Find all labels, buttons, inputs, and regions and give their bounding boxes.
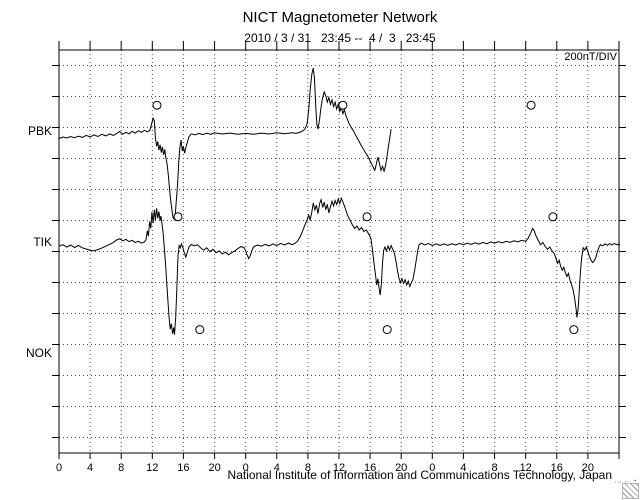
x-axis-tick-label: 0: [243, 462, 249, 474]
trace-pbk: [58, 67, 392, 221]
station-label-pbk: PBK: [28, 124, 52, 138]
x-axis-tick-label: 20: [208, 462, 220, 474]
noon-marker-circle: [362, 212, 372, 222]
page-title: NICT Magnetometer Network: [242, 9, 438, 26]
x-axis-tick-label: 12: [520, 462, 532, 474]
x-axis-tick-label: 8: [305, 462, 311, 474]
fine-print: ,,, ,.. ▪: [615, 478, 637, 484]
credit-text: National Institute of Information and Co…: [227, 468, 612, 482]
x-axis-tick-label: 0: [56, 462, 62, 474]
plot-generated-layers: 0 4 8 12 16 20 0 4 8 12 16 20 0 4 8 12 16 20: [52, 41, 626, 474]
noon-marker-circle: [173, 212, 183, 222]
noon-marker-circle: [338, 100, 348, 110]
x-axis-tick-label: 12: [146, 462, 158, 474]
noon-marker-circle: [152, 100, 162, 110]
x-axis-tick-label: 8: [118, 462, 124, 474]
date-range-label: 2010 / 3 / 31 23:45 -- 4 / 3 23:45: [244, 31, 436, 45]
resize-grip-icon[interactable]: [622, 483, 639, 499]
noon-marker-circle: [569, 325, 579, 335]
x-axis-tick-label: 8: [492, 462, 498, 474]
x-axis-tick-label: 16: [177, 462, 189, 474]
station-label-tik: TIK: [33, 235, 52, 249]
x-axis-tick-label: 16: [551, 462, 563, 474]
trace-tik: [58, 196, 621, 335]
x-axis-tick-label: 20: [582, 462, 594, 474]
x-axis-tick-label: 20: [395, 462, 407, 474]
x-axis-tick-label: 4: [87, 462, 93, 474]
plot-border: [58, 49, 620, 454]
scale-per-division-label: 200nT/DIV: [564, 51, 617, 63]
x-axis-tick-label: 4: [274, 462, 280, 474]
x-axis-tick-label: 4: [460, 462, 466, 474]
noon-marker-circle: [195, 325, 205, 335]
station-label-nok: NOK: [26, 346, 52, 360]
x-axis-tick-label: 0: [429, 462, 435, 474]
noon-marker-circle: [526, 100, 536, 110]
x-axis-tick-label: 16: [364, 462, 376, 474]
noon-marker-circle: [548, 212, 558, 222]
x-axis-tick-label: 12: [333, 462, 345, 474]
noon-marker-circle: [382, 325, 392, 335]
